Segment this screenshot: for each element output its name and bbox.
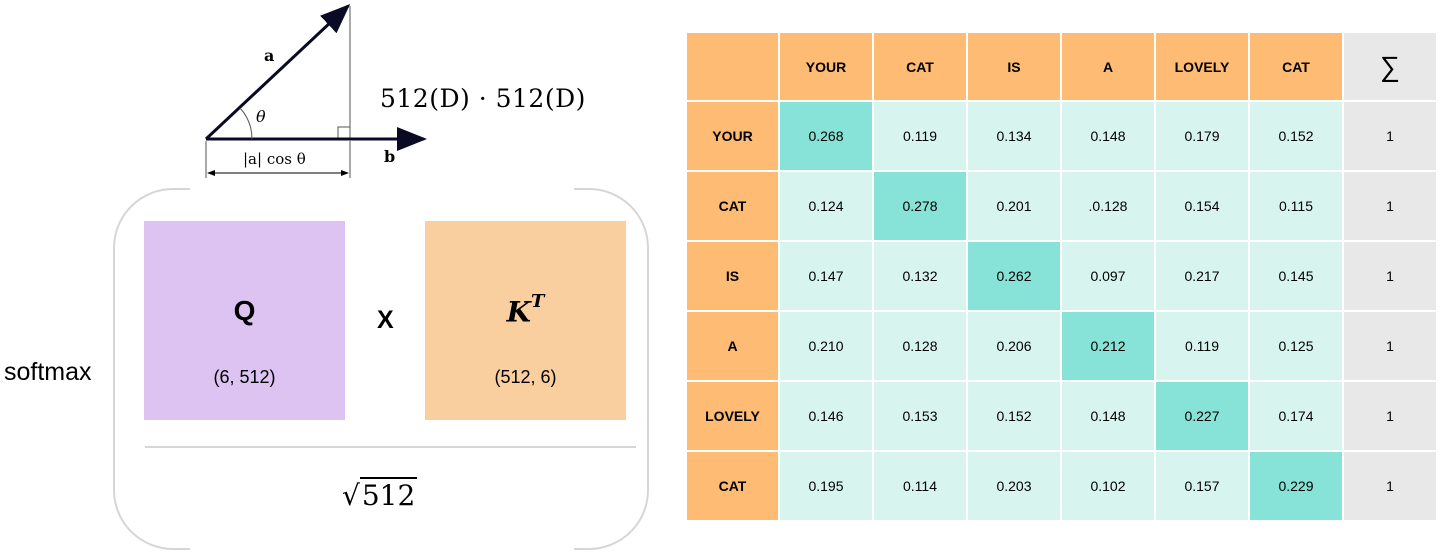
row-header: LOVELY [685, 380, 780, 452]
attention-cell: 0.097 [1060, 240, 1156, 312]
row-header: IS [685, 240, 780, 312]
attention-table: YOUR CAT IS A LOVELY CAT ∑ YOUR 0.268 0.11… [685, 31, 1438, 522]
attention-cell: 0.206 [966, 310, 1062, 382]
sqrt-denominator: √512 [342, 477, 418, 512]
attention-cell: 0.119 [1154, 310, 1250, 382]
column-header: YOUR [778, 31, 874, 102]
row-header: YOUR [685, 100, 780, 172]
attention-cell: 0.157 [1154, 450, 1250, 522]
dot-product-expression: 512(D) · 512(D) [380, 84, 586, 113]
column-header: IS [966, 31, 1062, 102]
row-sum-cell: 1 [1342, 100, 1438, 172]
table-row: CAT 0.124 0.278 0.201.0.128 0.154 0.115 1 [685, 170, 1438, 242]
attention-cell: 0.147 [778, 240, 874, 312]
row-sum-cell: 1 [1342, 310, 1438, 382]
attention-cell: 0.152 [1248, 100, 1344, 172]
theta-label: θ [256, 107, 266, 126]
vector-b-label: b [384, 147, 395, 166]
vector-projection-diagram: a b θ |a| cos θ [204, 3, 427, 178]
vector-a-label: a [264, 46, 274, 65]
table-row: CAT 0.195 0.114 0.203 0.102 0.157 0.229 1 [685, 450, 1438, 522]
attention-cell: 0.124 [778, 170, 874, 242]
attention-cell: 0.154 [1154, 170, 1250, 242]
attention-cell: 0.145 [1248, 240, 1344, 312]
attention-cell-diagonal: 0.229 [1248, 450, 1344, 522]
key-matrix-label: KT [506, 291, 545, 329]
table-row: IS 0.147 0.132 0.262 0.097 0.217 0.145 1 [685, 240, 1438, 312]
row-header: CAT [685, 170, 780, 242]
query-matrix-dims: (6, 512) [213, 367, 276, 387]
table-row: YOUR 0.268 0.119 0.134 0.148 0.179 0.152 1 [685, 100, 1438, 172]
bracket-top-gap [190, 184, 574, 194]
row-sum-cell: 1 [1342, 170, 1438, 242]
attention-cell: 0.153 [872, 380, 968, 452]
attention-cell: 0.119 [872, 100, 968, 172]
projection-label: |a| cos θ [243, 150, 306, 168]
attention-cell: 0.174 [1248, 380, 1344, 452]
attention-cell: 0.217 [1154, 240, 1250, 312]
table-row: A 0.210 0.128 0.206 0.212 0.119 0.125 1 [685, 310, 1438, 382]
attention-cell: 0.125 [1248, 310, 1344, 382]
attention-cell: 0.115 [1248, 170, 1344, 242]
sqrt-symbol: √ [342, 479, 360, 512]
attention-cell: 0.132 [872, 240, 968, 312]
attention-cell-diagonal: 0.212 [1060, 310, 1156, 382]
sqrt-radicand: 512 [359, 477, 418, 512]
transpose-superscript: T [530, 291, 545, 312]
bracket-bottom-gap [190, 545, 574, 555]
row-sum-cell: 1 [1342, 450, 1438, 522]
attention-cell: 0.203 [966, 450, 1062, 522]
key-matrix-dims: (512, 6) [494, 367, 557, 387]
sum-column-header: ∑ [1342, 31, 1438, 102]
column-header: CAT [872, 31, 968, 102]
attention-cell-diagonal: 0.262 [966, 240, 1062, 312]
table-header-row: YOUR CAT IS A LOVELY CAT ∑ [685, 31, 1438, 102]
attention-cell-diagonal: 0.268 [778, 100, 874, 172]
row-sum-cell: 1 [1342, 240, 1438, 312]
key-transpose-matrix: KT (512, 6) [425, 221, 626, 420]
right-angle-marker [337, 126, 350, 139]
attention-cell-diagonal: 0.227 [1154, 380, 1250, 452]
attention-cell: 0.179 [1154, 100, 1250, 172]
query-matrix: Q (6, 512) [144, 221, 345, 420]
table-row: LOVELY 0.146 0.153 0.152 0.148 0.227 0.174 1 [685, 380, 1438, 452]
column-header: CAT [1248, 31, 1344, 102]
query-matrix-label: Q [233, 295, 256, 326]
attention-cell: .0.128 [1060, 170, 1156, 242]
softmax-label: softmax [4, 358, 92, 386]
attention-cell: 0.195 [778, 450, 874, 522]
attention-cell: 0.114 [872, 450, 968, 522]
row-header: CAT [685, 450, 780, 522]
attention-cell: 0.102 [1060, 450, 1156, 522]
attention-cell: 0.148 [1060, 380, 1156, 452]
attention-cell: 0.128 [872, 310, 968, 382]
attention-cell: 0.134 [966, 100, 1062, 172]
column-header: LOVELY [1154, 31, 1250, 102]
row-header: A [685, 310, 780, 382]
attention-cell-diagonal: 0.278 [872, 170, 968, 242]
attention-cell: 0.152 [966, 380, 1062, 452]
attention-cell: 0.146 [778, 380, 874, 452]
attention-cell: 0.210 [778, 310, 874, 382]
column-header: A [1060, 31, 1156, 102]
multiply-operator: X [377, 306, 394, 334]
fraction-bar [145, 446, 636, 448]
vector-a-arrow [204, 3, 351, 141]
attention-cell: 0.201 [966, 170, 1062, 242]
attention-cell: 0.148 [1060, 100, 1156, 172]
angle-arc [239, 107, 253, 140]
row-sum-cell: 1 [1342, 380, 1438, 452]
table-corner-cell [685, 31, 780, 102]
